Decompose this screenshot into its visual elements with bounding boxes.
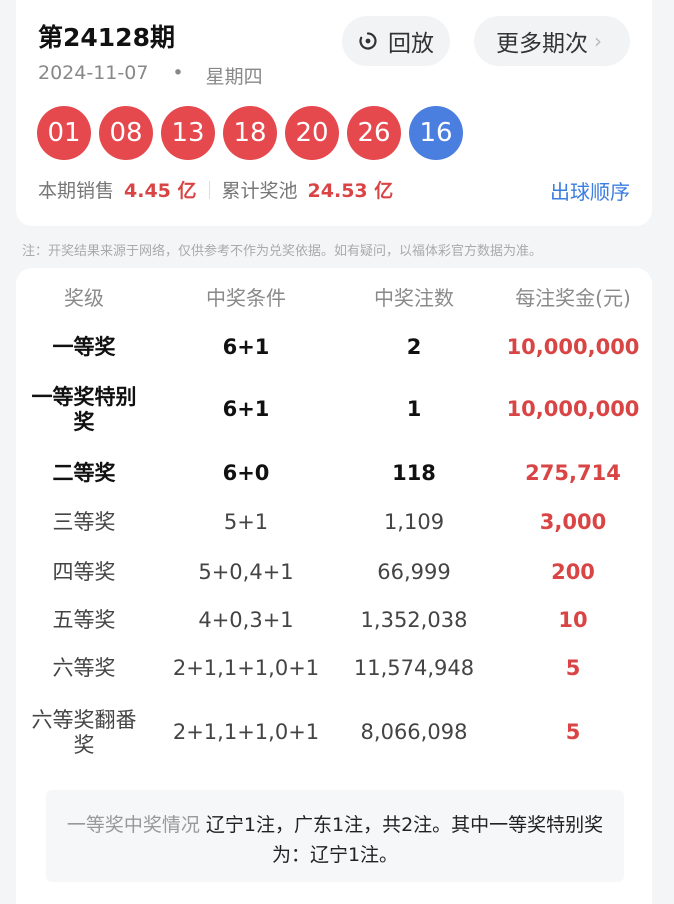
pool-label: 累计奖池 xyxy=(221,180,298,202)
prize-condition: 4+0,3+1 xyxy=(198,608,294,633)
prize-condition: 6+1 xyxy=(222,335,270,360)
header-condition: 中奖条件 xyxy=(206,286,286,310)
winning-numbers: 01 08 13 18 20 26 16 xyxy=(37,106,463,160)
prize-level: 一等奖 xyxy=(52,335,116,360)
winner-count: 66,999 xyxy=(377,560,451,585)
prize-level: 五等奖 xyxy=(52,608,116,633)
red-ball: 01 xyxy=(37,106,91,160)
table-row: 三等奖 5+1 1,109 3,000 xyxy=(16,498,652,548)
red-ball: 20 xyxy=(285,106,339,160)
replay-button[interactable]: 回放 xyxy=(342,16,450,66)
winner-count: 1 xyxy=(406,397,422,422)
red-ball: 18 xyxy=(223,106,277,160)
blue-ball: 16 xyxy=(409,106,463,160)
prize-amount: 200 xyxy=(551,560,595,585)
chevron-right-icon: › xyxy=(594,29,602,53)
pool-value: 24.53 亿 xyxy=(307,180,394,202)
winner-count: 11,574,948 xyxy=(353,656,475,681)
more-issues-label: 更多期次 xyxy=(496,31,588,57)
more-issues-button[interactable]: 更多期次 › xyxy=(474,16,630,66)
header-level: 奖级 xyxy=(64,286,104,310)
prize-level: 六等奖翻番奖 xyxy=(31,707,137,757)
disclaimer-note: 注：开奖结果来源于网络，仅供参考不作为兑奖依据。如有疑问，以福体彩官方数据为准。 xyxy=(22,244,543,259)
winner-count: 1,352,038 xyxy=(360,608,468,633)
prize-condition: 6+0 xyxy=(222,461,270,486)
table-row: 四等奖 5+0,4+1 66,999 200 xyxy=(16,548,652,598)
draw-info-card: 第24128期 2024-11-07 • 星期四 回放 更多期次 › 01 08… xyxy=(16,0,652,226)
first-prize-summary: 一等奖中奖情况 辽宁1注，广东1注，共2注。其中一等奖特别奖为：辽宁1注。 xyxy=(46,790,624,882)
red-ball: 08 xyxy=(99,106,153,160)
summary-label: 一等奖中奖情况 xyxy=(66,814,200,836)
divider xyxy=(208,180,210,199)
red-ball: 26 xyxy=(347,106,401,160)
sales-info: 本期销售 4.45 亿 累计奖池 24.53 亿 xyxy=(38,176,393,203)
prize-amount: 5 xyxy=(565,720,581,745)
replay-label: 回放 xyxy=(388,31,434,57)
table-row: 一等奖特别奖 6+1 1 10,000,000 xyxy=(16,378,652,442)
prize-amount: 10,000,000 xyxy=(506,335,640,360)
winner-count: 2 xyxy=(406,335,422,360)
winner-count: 8,066,098 xyxy=(360,720,468,745)
table-header: 奖级 中奖条件 中奖注数 每注奖金(元) xyxy=(16,282,652,314)
draw-date: 2024-11-07 xyxy=(38,62,149,84)
prize-table-card: 奖级 中奖条件 中奖注数 每注奖金(元) 一等奖 6+1 2 10,000,00… xyxy=(16,268,652,904)
date-line: 2024-11-07 • 星期四 xyxy=(38,62,263,89)
prize-amount: 5 xyxy=(565,656,581,681)
table-row: 六等奖翻番奖 2+1,1+1,0+1 8,066,098 5 xyxy=(16,700,652,766)
prize-amount: 10 xyxy=(558,608,588,633)
prize-condition: 2+1,1+1,0+1 xyxy=(172,720,320,745)
summary-text: 辽宁1注，广东1注，共2注。其中一等奖特别奖为：辽宁1注。 xyxy=(205,814,604,866)
table-row: 二等奖 6+0 118 275,714 xyxy=(16,448,652,500)
replay-icon xyxy=(358,31,378,51)
prize-condition: 5+0,4+1 xyxy=(198,560,294,585)
prize-level: 三等奖 xyxy=(52,510,116,535)
draw-weekday: 星期四 xyxy=(205,66,263,88)
table-row: 一等奖 6+1 2 10,000,000 xyxy=(16,322,652,374)
prize-level: 四等奖 xyxy=(52,560,116,585)
prize-condition: 6+1 xyxy=(222,397,270,422)
prize-amount: 10,000,000 xyxy=(506,397,640,422)
table-row: 六等奖 2+1,1+1,0+1 11,574,948 5 xyxy=(16,644,652,694)
prize-level: 六等奖 xyxy=(52,656,116,681)
sales-label: 本期销售 xyxy=(38,180,115,202)
prize-condition: 5+1 xyxy=(223,510,269,535)
sales-value: 4.45 亿 xyxy=(124,180,197,202)
prize-amount: 275,714 xyxy=(525,461,621,486)
date-separator: • xyxy=(172,62,184,84)
prize-level: 二等奖 xyxy=(52,461,116,486)
header-prize: 每注奖金(元) xyxy=(515,286,631,310)
winner-count: 118 xyxy=(392,461,436,486)
issue-title: 第24128期 xyxy=(38,23,175,52)
prize-level: 一等奖特别奖 xyxy=(31,384,137,434)
winner-count: 1,109 xyxy=(383,510,445,535)
prize-amount: 3,000 xyxy=(539,510,607,535)
prize-condition: 2+1,1+1,0+1 xyxy=(172,656,320,681)
red-ball: 13 xyxy=(161,106,215,160)
ball-order-link[interactable]: 出球顺序 xyxy=(550,180,630,204)
header-count: 中奖注数 xyxy=(374,286,454,310)
table-row: 五等奖 4+0,3+1 1,352,038 10 xyxy=(16,596,652,646)
